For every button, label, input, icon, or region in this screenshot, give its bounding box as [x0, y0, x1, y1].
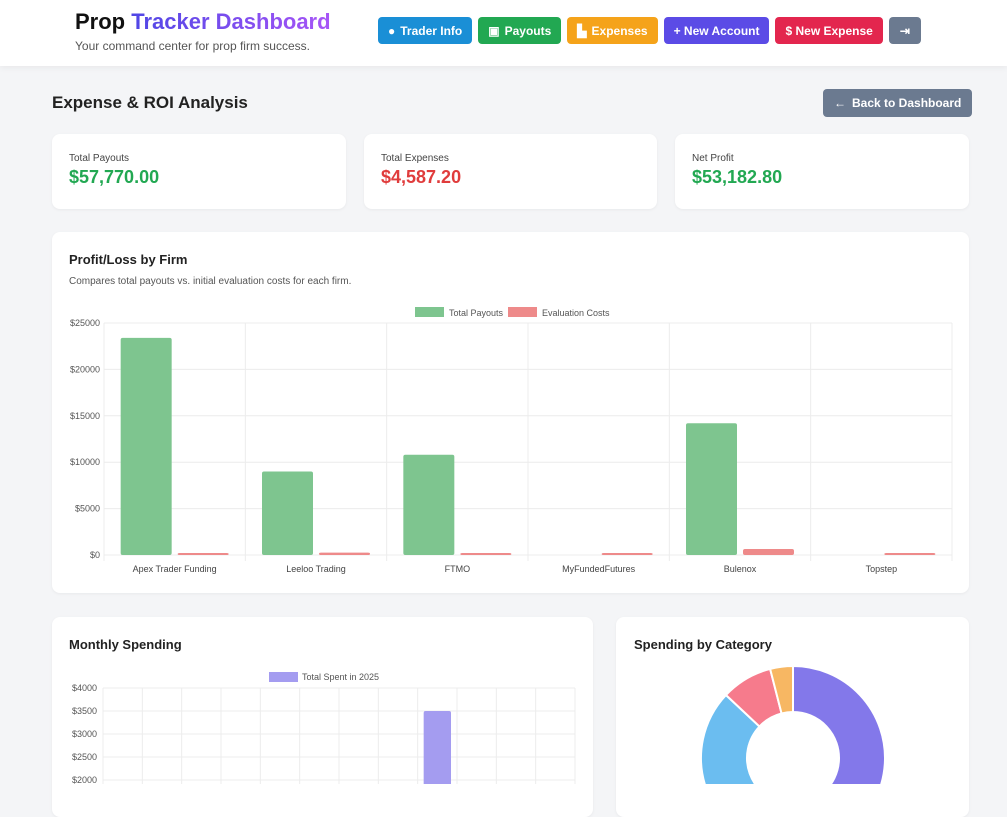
bar-evaluation-costs [601, 553, 653, 555]
legend-label: Evaluation Costs [542, 308, 610, 318]
y-tick-label: $2000 [72, 775, 97, 784]
bar-evaluation-costs [743, 548, 794, 555]
monthly-spending-title: Monthly Spending [69, 637, 182, 652]
chart-bar-icon: ▙ [577, 23, 587, 38]
y-tick-label: $3000 [72, 729, 97, 739]
y-tick-label: $15000 [70, 411, 100, 421]
charts-layer: $0 $5000 $10000 $15000 $20000 $25000 Apex Trad… [70, 307, 953, 784]
profit-loss-description: Compares total payouts vs. initial evalu… [69, 276, 352, 287]
nav-button-payouts[interactable]: ▣ Payouts [478, 17, 562, 44]
spending-category-title: Spending by Category [634, 637, 772, 652]
legend-swatch [508, 307, 537, 317]
bar-evaluation-costs [460, 553, 512, 555]
y-tick-label: $20000 [70, 364, 100, 374]
bar-evaluation-costs [177, 553, 229, 555]
donut-slice [768, 664, 794, 715]
y-tick-label: $25000 [70, 318, 100, 328]
app-subtitle: Your command center for prop firm succes… [75, 39, 310, 53]
net-profit-card: Net Profit $53,182.80 [675, 134, 969, 209]
profit-loss-card: Profit/Loss by Firm Compares total payou… [52, 232, 969, 593]
x-tick-label: Leeloo Trading [286, 564, 346, 574]
donut-slice [700, 693, 761, 784]
bar-total-payouts [403, 454, 455, 555]
nav-button-new-expense[interactable]: $ New Expense [775, 17, 883, 44]
x-tick-label: MyFundedFutures [562, 564, 636, 574]
y-tick-label: $5000 [75, 504, 100, 514]
nav-bar: ● Trader Info ▣ Payouts ▙ Expenses + New Accou… [378, 17, 921, 44]
bar-evaluation-costs [319, 552, 370, 555]
nav-button-expenses[interactable]: ▙ Expenses [567, 17, 658, 44]
y-tick-label: $2500 [72, 752, 97, 762]
total-expenses-card: Total Expenses $4,587.20 [364, 134, 657, 209]
bar-total-payouts [686, 423, 737, 555]
legend-label: Total Payouts [449, 308, 504, 318]
y-tick-label: $4000 [72, 683, 97, 693]
user-circle-icon: ● [388, 23, 396, 38]
page-title: Expense & ROI Analysis [52, 93, 248, 112]
x-tick-label: Apex Trader Funding [133, 564, 217, 574]
arrow-left-icon: ← [834, 96, 846, 110]
total-payouts-card: Total Payouts $57,770.00 [52, 134, 346, 209]
logout-button[interactable]: ⇥ [888, 17, 921, 44]
legend-swatch [415, 307, 444, 317]
y-tick-label: $10000 [70, 457, 100, 467]
profit-loss-title: Profit/Loss by Firm [69, 252, 188, 267]
bar-total-spent [423, 711, 451, 784]
donut-slice [792, 664, 886, 784]
nav-button-trader-info[interactable]: ● Trader Info [378, 17, 473, 44]
sign-out-icon: ⇥ [899, 23, 910, 38]
bar-total-payouts [262, 471, 313, 555]
x-tick-label: Bulenox [724, 564, 757, 574]
nav-button-new-account[interactable]: + New Account [663, 17, 770, 44]
legend-swatch [269, 672, 298, 682]
y-tick-label: $0 [90, 550, 100, 560]
x-tick-label: Topstep [866, 564, 898, 574]
legend-label: Total Spent in 2025 [302, 672, 379, 682]
back-to-dashboard-button[interactable]: ← Back to Dashboard [823, 89, 973, 117]
app-header: Prop Tracker Dashboard Your command cent… [0, 0, 1007, 66]
y-tick-label: $3500 [72, 706, 97, 716]
bar-evaluation-costs [884, 553, 936, 555]
x-tick-label: FTMO [445, 564, 471, 574]
bar-total-payouts [120, 337, 172, 555]
money-bill-icon: ▣ [488, 23, 500, 38]
app-title: Prop Tracker Dashboard [75, 9, 331, 34]
